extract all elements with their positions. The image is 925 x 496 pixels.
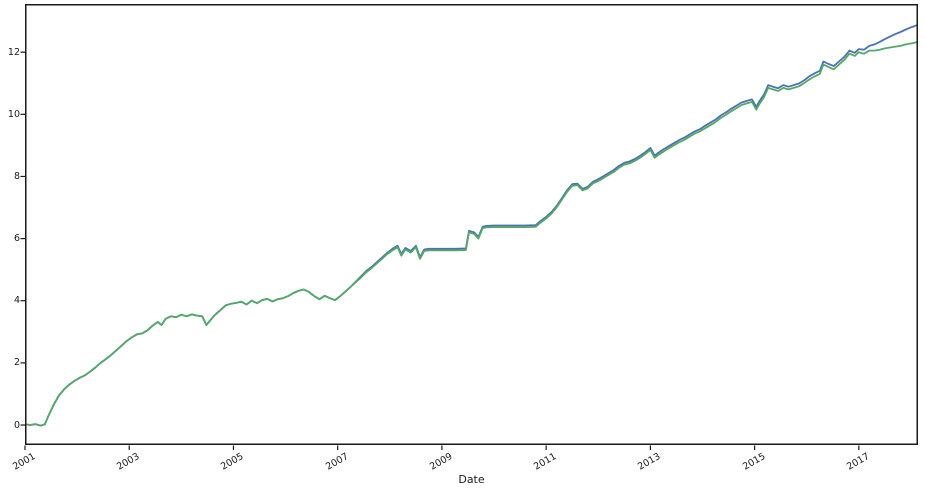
y-tick-label: 12 — [7, 46, 20, 58]
y-tick-label: 10 — [7, 108, 20, 120]
y-tick-label: 2 — [13, 357, 20, 369]
series-line-blue — [25, 23, 918, 427]
y-tick-label: 8 — [13, 170, 20, 182]
x-axis-title: Date — [458, 473, 485, 486]
chart-series-group — [25, 23, 918, 427]
y-tick-label: 4 — [13, 295, 20, 307]
y-tick-label: 6 — [13, 233, 20, 245]
series-line-green — [25, 41, 918, 427]
y-tick-label: 0 — [13, 419, 20, 431]
plot-frame — [25, 4, 918, 445]
axis-ticks — [20, 51, 860, 450]
